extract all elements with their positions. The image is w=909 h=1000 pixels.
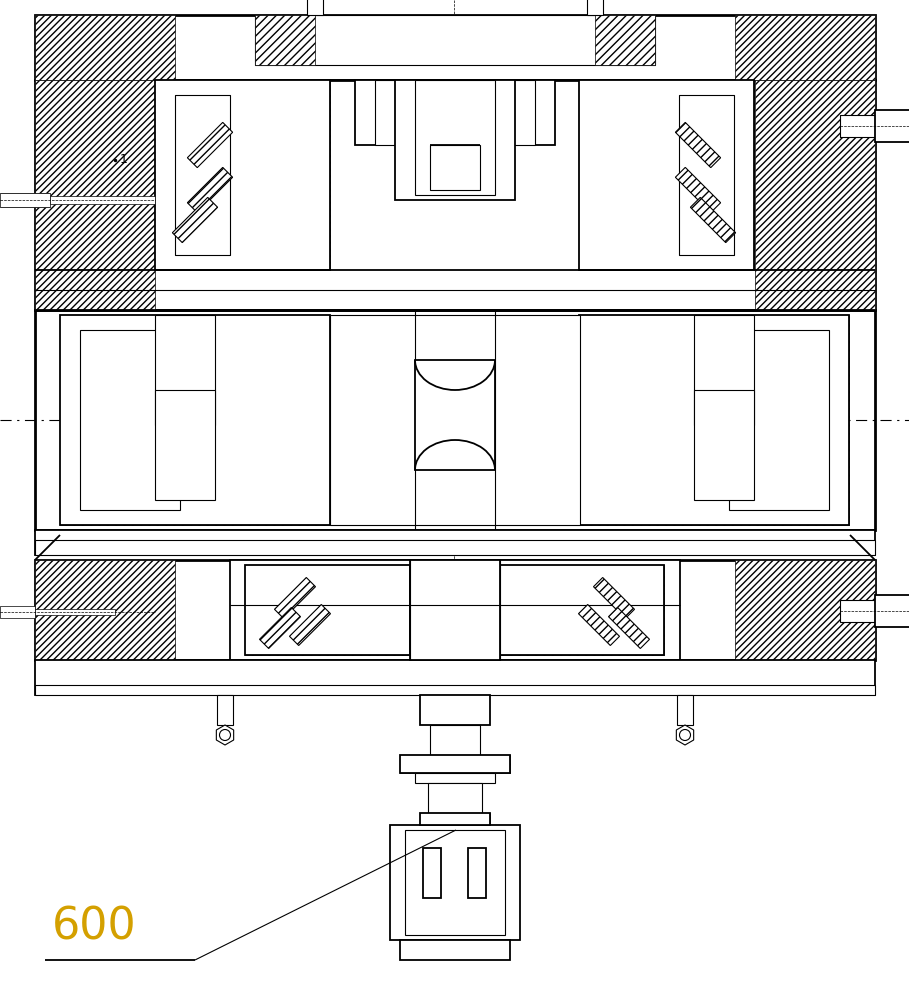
Bar [430, 725, 480, 755]
Bar [679, 95, 734, 255]
Bar [755, 80, 875, 310]
Bar [415, 360, 495, 470]
Bar [355, 80, 555, 145]
Text: 1: 1 [120, 153, 128, 166]
Polygon shape [608, 607, 650, 649]
Bar [677, 695, 693, 725]
Bar [155, 80, 330, 270]
Bar [35, 15, 175, 80]
Bar [155, 390, 215, 500]
Bar [255, 15, 315, 65]
Bar [694, 390, 754, 500]
Bar [35, 609, 115, 615]
Bar [595, 15, 655, 65]
Polygon shape [259, 607, 301, 649]
Bar [400, 755, 510, 773]
Polygon shape [675, 167, 721, 213]
Bar [579, 315, 849, 525]
Bar [0, 193, 50, 207]
Bar [499, 565, 664, 655]
Bar [420, 813, 490, 825]
Bar [35, 15, 875, 80]
Bar [0, 606, 35, 618]
Text: 600: 600 [52, 906, 136, 949]
Polygon shape [275, 577, 315, 619]
Bar [430, 145, 480, 190]
Bar [840, 115, 875, 137]
Bar [35, 310, 875, 530]
Bar [35, 530, 875, 555]
Polygon shape [289, 604, 331, 646]
Bar [230, 560, 680, 660]
Bar [579, 315, 849, 525]
Bar [155, 80, 330, 270]
Polygon shape [216, 725, 234, 745]
Bar [175, 95, 230, 255]
Bar [875, 110, 909, 142]
Bar [330, 315, 580, 525]
Bar [499, 565, 664, 655]
Bar [35, 685, 875, 695]
Bar [694, 315, 754, 425]
Bar [423, 848, 441, 898]
Bar [155, 315, 215, 425]
Bar [428, 783, 482, 813]
Bar [410, 560, 500, 660]
Bar [400, 940, 510, 960]
Bar [50, 196, 155, 204]
Bar [60, 315, 330, 525]
Bar [415, 773, 495, 783]
Bar [840, 115, 875, 137]
Bar [587, 0, 603, 15]
Polygon shape [173, 197, 217, 243]
Polygon shape [187, 122, 233, 168]
Bar [735, 560, 875, 660]
Bar [420, 695, 490, 725]
Bar [405, 830, 505, 935]
Bar [35, 80, 155, 310]
Bar [35, 660, 875, 695]
Bar [840, 600, 875, 622]
Bar [245, 565, 410, 655]
Polygon shape [690, 197, 735, 243]
Bar [255, 15, 655, 65]
Bar [679, 95, 734, 255]
Bar [468, 848, 486, 898]
Bar [875, 595, 909, 627]
Bar [80, 330, 180, 510]
Bar [415, 80, 495, 195]
Bar [35, 540, 875, 555]
Polygon shape [676, 725, 694, 745]
Bar [390, 825, 520, 940]
Bar [245, 565, 410, 655]
Bar [35, 80, 875, 310]
Bar [35, 560, 875, 660]
Bar [60, 315, 330, 525]
Polygon shape [187, 167, 233, 213]
Bar [729, 330, 829, 510]
Polygon shape [675, 122, 721, 168]
Bar [35, 560, 175, 660]
Bar [420, 813, 490, 825]
Bar [579, 80, 754, 270]
Polygon shape [578, 604, 620, 646]
Bar [175, 95, 230, 255]
Bar [375, 80, 535, 145]
Bar [395, 80, 515, 200]
Polygon shape [594, 577, 634, 619]
Bar [735, 15, 875, 80]
Bar [217, 695, 233, 725]
Bar [579, 80, 754, 270]
Bar [400, 755, 510, 773]
Bar [307, 0, 323, 15]
